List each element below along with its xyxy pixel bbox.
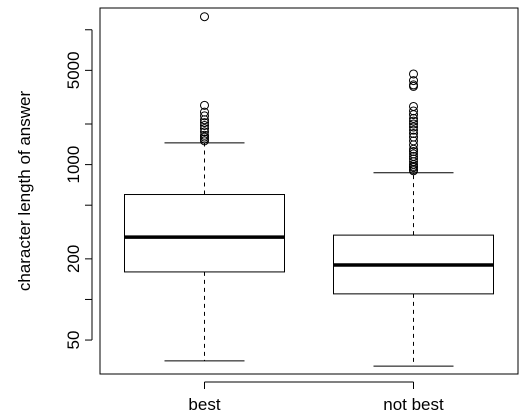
y-axis: 50 200 1000 5000 <box>64 29 93 350</box>
plot-frame <box>99 7 519 375</box>
outlier-point <box>200 118 209 128</box>
outlier-point <box>409 144 418 154</box>
outlier-point <box>409 101 418 111</box>
outlier-point <box>409 110 418 120</box>
outlier-point <box>409 69 418 79</box>
outlier-point <box>409 122 418 132</box>
outlier-point <box>200 120 209 130</box>
x-tick-label: best <box>188 395 220 414</box>
outlier-point <box>409 119 418 129</box>
y-tick-label: 1000 <box>64 146 83 184</box>
box-1 <box>333 69 494 367</box>
x-tick-label: not best <box>383 395 444 414</box>
y-tick-label: 5000 <box>64 51 83 89</box>
outlier-point <box>409 166 418 176</box>
boxes-group <box>124 12 494 367</box>
outlier-point <box>409 147 418 157</box>
outlier-point <box>409 129 418 139</box>
outlier-point <box>409 125 418 135</box>
outlier-point <box>200 127 209 137</box>
box-0 <box>124 12 285 362</box>
outlier-point <box>409 81 418 91</box>
outlier-point <box>200 100 209 110</box>
outlier-point <box>200 115 209 125</box>
outlier-point <box>200 111 209 121</box>
y-tick-label: 50 <box>64 331 83 350</box>
outlier-point <box>409 140 418 150</box>
y-tick-label: 200 <box>64 245 83 273</box>
outlier-point <box>200 124 209 134</box>
outlier-point <box>200 136 209 146</box>
outlier-point <box>409 116 418 126</box>
outlier-point <box>409 113 418 123</box>
outlier-point <box>409 106 418 116</box>
outlier-point <box>200 12 209 22</box>
y-axis-title: character length of answer <box>15 91 34 292</box>
outlier-point <box>409 154 418 164</box>
outlier-point <box>409 76 418 86</box>
x-axis: best not best <box>188 381 444 414</box>
iqr-box <box>124 194 285 273</box>
